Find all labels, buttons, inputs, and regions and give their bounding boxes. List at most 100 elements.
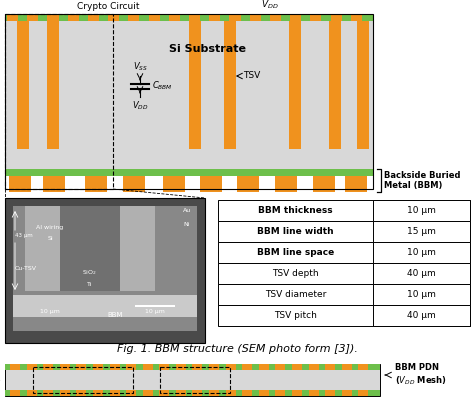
- Bar: [93, 364, 103, 370]
- Bar: [192, 390, 202, 396]
- Bar: [7, 14, 18, 21]
- Bar: [109, 390, 119, 396]
- Text: 10 µm: 10 µm: [145, 308, 165, 313]
- Bar: [27, 14, 38, 21]
- Bar: [60, 206, 120, 291]
- Bar: [160, 367, 230, 393]
- Text: 10 μm: 10 μm: [407, 206, 436, 215]
- Bar: [259, 364, 269, 370]
- Text: Au: Au: [183, 208, 191, 213]
- Text: Crypto Circuit: Crypto Circuit: [77, 2, 139, 11]
- Text: BBM thickness: BBM thickness: [258, 206, 333, 215]
- Bar: [275, 176, 297, 192]
- Bar: [5, 364, 380, 370]
- Bar: [10, 390, 20, 396]
- Bar: [159, 364, 169, 370]
- Bar: [325, 364, 335, 370]
- Bar: [229, 14, 241, 21]
- Bar: [209, 364, 219, 370]
- Bar: [259, 390, 269, 396]
- Bar: [126, 390, 136, 396]
- Bar: [345, 176, 367, 192]
- Bar: [189, 14, 200, 21]
- Text: TSV depth: TSV depth: [272, 269, 319, 278]
- Text: $V_{DD}$: $V_{DD}$: [261, 0, 279, 11]
- Bar: [242, 390, 252, 396]
- Bar: [60, 390, 70, 396]
- Bar: [289, 21, 301, 149]
- Text: BBM PDN
($V_{DD}$ Mesh): BBM PDN ($V_{DD}$ Mesh): [395, 364, 447, 387]
- Bar: [218, 263, 470, 284]
- Text: BBM: BBM: [107, 312, 123, 318]
- Bar: [93, 390, 103, 396]
- Bar: [192, 364, 202, 370]
- Bar: [120, 206, 155, 291]
- Bar: [76, 364, 86, 370]
- Bar: [47, 21, 59, 149]
- Bar: [209, 390, 219, 396]
- Bar: [218, 305, 470, 326]
- Bar: [250, 14, 261, 21]
- Text: 10 μm: 10 μm: [407, 248, 436, 257]
- Bar: [43, 390, 53, 396]
- Text: $C_{BBM}$: $C_{BBM}$: [152, 80, 173, 92]
- Bar: [159, 390, 169, 396]
- Text: 43 µm: 43 µm: [15, 233, 33, 239]
- Bar: [25, 206, 60, 291]
- Bar: [292, 364, 302, 370]
- Bar: [108, 14, 119, 21]
- Bar: [176, 390, 186, 396]
- Bar: [218, 284, 470, 305]
- Bar: [5, 198, 205, 343]
- Bar: [176, 364, 186, 370]
- Text: Si Substrate: Si Substrate: [169, 44, 246, 54]
- Bar: [189, 21, 201, 149]
- Bar: [292, 390, 302, 396]
- Bar: [5, 14, 113, 189]
- Bar: [200, 176, 222, 192]
- Text: TSV diameter: TSV diameter: [265, 290, 326, 299]
- Bar: [143, 390, 153, 396]
- Bar: [329, 21, 341, 149]
- Bar: [275, 364, 285, 370]
- Bar: [342, 390, 352, 396]
- Bar: [5, 14, 373, 189]
- Bar: [5, 169, 373, 176]
- Bar: [43, 176, 65, 192]
- Bar: [163, 176, 185, 192]
- Bar: [135, 305, 175, 307]
- Text: 15 μm: 15 μm: [407, 227, 436, 236]
- Text: Backside Buried
Metal (BBM): Backside Buried Metal (BBM): [384, 171, 461, 190]
- Text: Ni: Ni: [184, 222, 190, 226]
- Text: Si: Si: [47, 235, 53, 240]
- Bar: [60, 364, 70, 370]
- Bar: [68, 14, 79, 21]
- Bar: [88, 14, 99, 21]
- Bar: [109, 364, 119, 370]
- Bar: [270, 14, 281, 21]
- Bar: [209, 14, 220, 21]
- Text: SiO$_2$: SiO$_2$: [82, 268, 98, 277]
- Bar: [10, 364, 20, 370]
- Bar: [148, 14, 160, 21]
- Bar: [242, 364, 252, 370]
- Bar: [5, 364, 380, 396]
- Bar: [5, 21, 373, 169]
- Text: Ti: Ti: [87, 282, 93, 288]
- Bar: [13, 206, 197, 331]
- Bar: [373, 305, 470, 326]
- Bar: [313, 176, 335, 192]
- Bar: [33, 367, 133, 393]
- Bar: [218, 221, 470, 242]
- Bar: [226, 390, 236, 396]
- Bar: [5, 390, 380, 396]
- Bar: [309, 390, 319, 396]
- Bar: [47, 14, 59, 21]
- Bar: [123, 176, 145, 192]
- Text: $V_{DD}$: $V_{DD}$: [132, 100, 148, 113]
- Bar: [224, 21, 236, 149]
- Bar: [290, 14, 301, 21]
- Bar: [218, 242, 470, 263]
- Bar: [358, 364, 368, 370]
- Bar: [330, 14, 342, 21]
